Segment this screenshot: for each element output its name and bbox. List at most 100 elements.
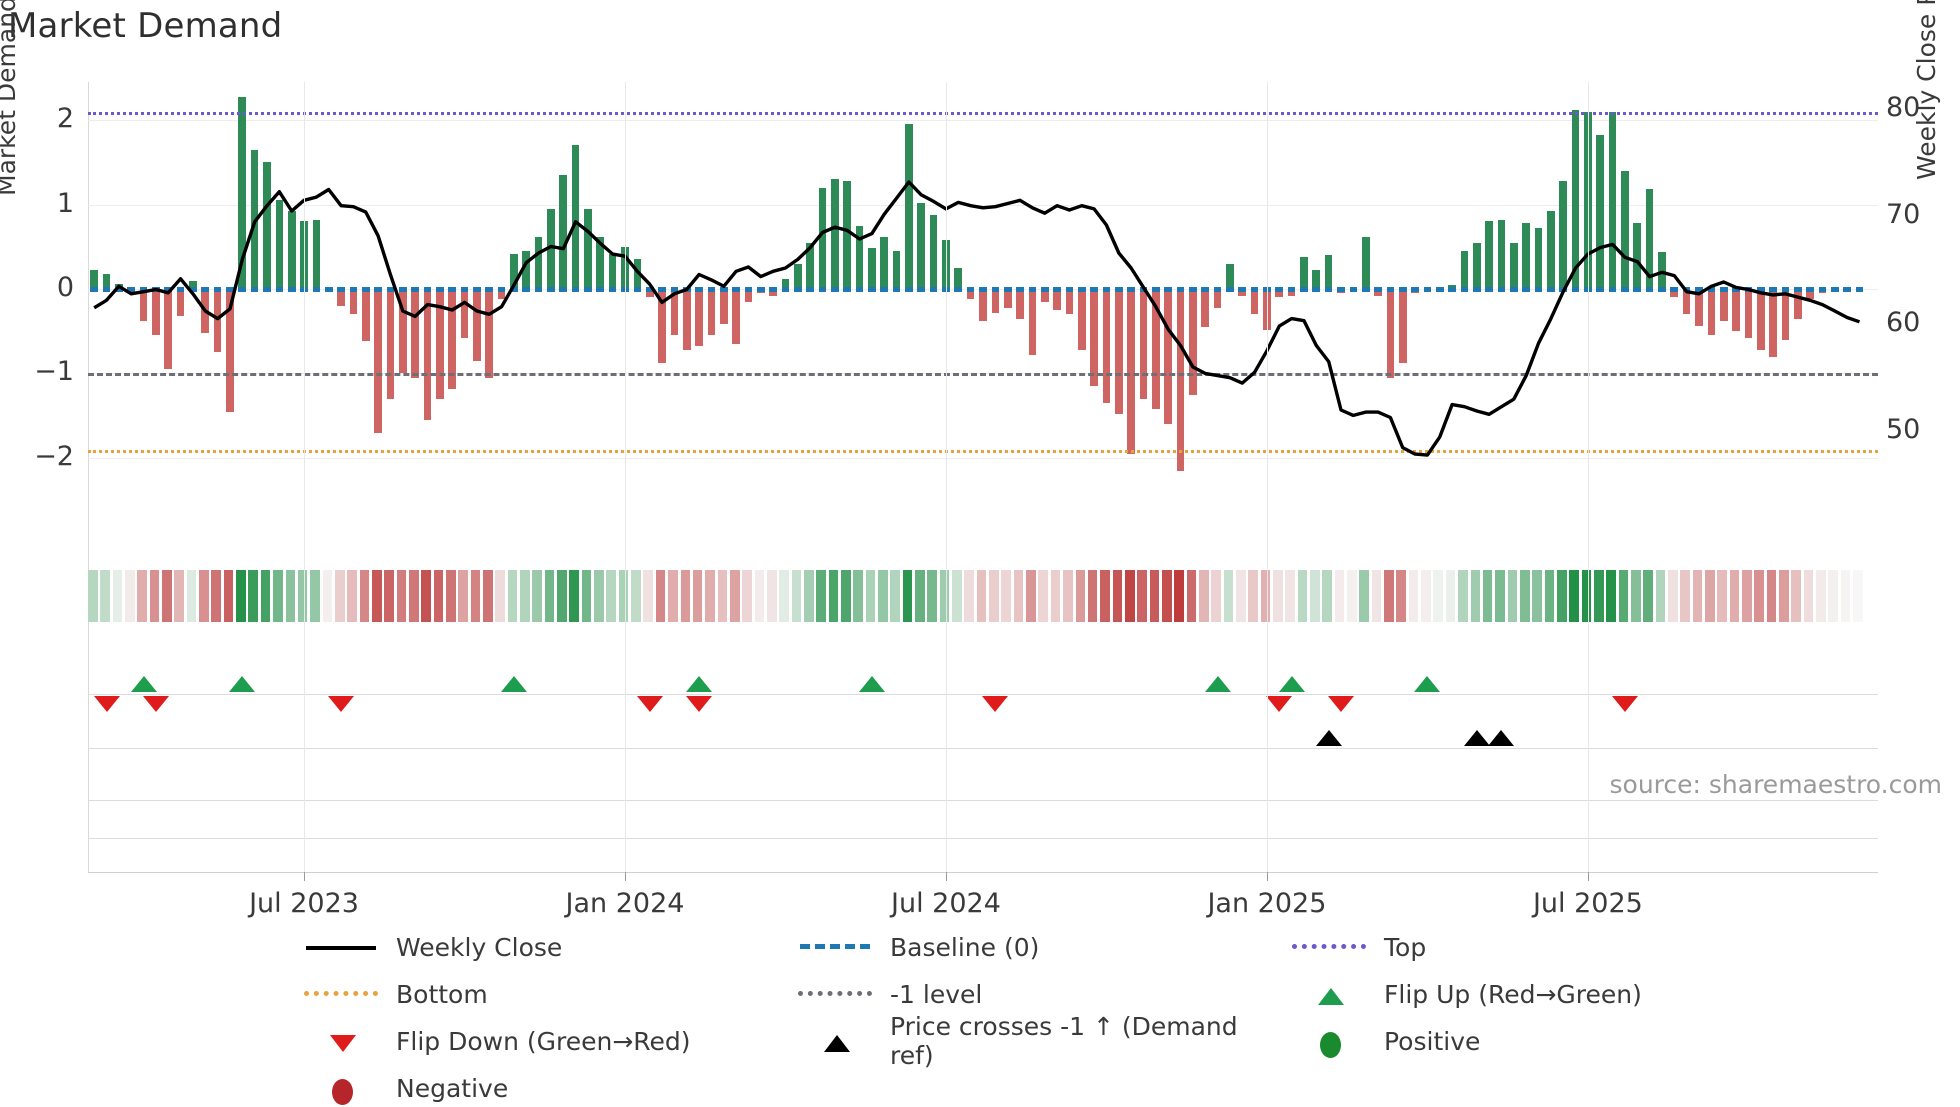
heatmap-cell: [1273, 570, 1283, 622]
triangle-up-icon: [824, 1035, 850, 1052]
price-cross-marker: [1463, 730, 1490, 746]
baseline-segment: [1213, 287, 1222, 292]
demand-bar: [1398, 289, 1407, 364]
demand-bar: [1213, 289, 1222, 308]
heatmap-cell: [1371, 570, 1382, 622]
legend-item[interactable]: Baseline (0): [794, 928, 1264, 966]
heatmap-cell: [125, 570, 135, 622]
heatmap-cell: [865, 570, 876, 622]
heatmap-cell: [260, 570, 271, 622]
demand-bar: [942, 239, 950, 289]
demand-bar: [608, 253, 617, 289]
demand-bar: [1571, 109, 1580, 289]
y-axis-left-tick: −2: [34, 440, 74, 472]
demand-bar: [386, 289, 395, 399]
demand-bar: [1596, 135, 1605, 289]
baseline-segment: [1596, 287, 1605, 292]
baseline-segment: [1411, 287, 1419, 292]
baseline-segment: [818, 287, 827, 292]
legend-item[interactable]: Positive: [1288, 1022, 1758, 1060]
demand-bar: [621, 246, 629, 289]
demand-bar: [571, 145, 580, 289]
legend-item[interactable]: Bottom: [300, 975, 770, 1013]
demand-bar: [1152, 289, 1160, 409]
baseline-segment: [892, 287, 901, 292]
demand-bar: [1756, 289, 1765, 350]
demand-bar: [1386, 289, 1395, 378]
baseline-segment: [1028, 287, 1037, 292]
legend-item[interactable]: Price crosses -1 ↑ (Demand ref): [794, 1012, 1264, 1070]
baseline-segment: [571, 287, 580, 292]
demand-bar: [522, 250, 531, 289]
baseline-segment: [1769, 287, 1777, 292]
baseline-segment: [1584, 287, 1592, 292]
heatmap-cell: [1532, 570, 1542, 622]
baseline-segment: [337, 287, 345, 292]
x-gridline: [1587, 82, 1589, 872]
heatmap-cell: [1149, 570, 1160, 622]
baseline-segment: [1152, 287, 1160, 292]
baseline-segment: [374, 287, 382, 292]
heatmap-cell: [557, 570, 567, 622]
y-axis-left-tick: 2: [56, 103, 74, 135]
legend-item[interactable]: Flip Down (Green→Red): [300, 1022, 770, 1060]
demand-bar: [732, 289, 740, 344]
baseline-segment: [1102, 287, 1111, 292]
baseline-segment: [1460, 287, 1469, 292]
legend-item[interactable]: Weekly Close: [300, 928, 770, 966]
legend-circle-swatch: [300, 1076, 382, 1105]
baseline-segment: [744, 287, 753, 292]
baseline-segment: [781, 287, 790, 292]
baseline-segment: [769, 287, 777, 292]
demand-bar: [1003, 289, 1012, 308]
baseline-segment: [1361, 287, 1370, 292]
baseline-segment: [1287, 287, 1296, 292]
baseline-segment: [954, 287, 963, 292]
baseline-segment: [1386, 287, 1395, 292]
legend-circle-swatch: [1288, 1029, 1370, 1058]
demand-bar: [1361, 236, 1370, 289]
baseline-segment: [1645, 287, 1654, 292]
heatmap-cell: [964, 570, 975, 622]
flip-up-marker: [1414, 676, 1441, 692]
baseline-segment: [448, 287, 456, 292]
baseline-segment: [1485, 287, 1493, 292]
legend-item[interactable]: Negative: [300, 1069, 770, 1107]
y-axis-left-label: Market Demand: [0, 0, 21, 196]
heatmap-cell: [1593, 570, 1604, 622]
heatmap-cell: [1569, 570, 1579, 622]
heatmap-cell: [1495, 570, 1505, 622]
demand-bar: [905, 124, 913, 289]
baseline-segment: [436, 287, 444, 292]
x-gridline: [625, 82, 626, 872]
legend-item[interactable]: Flip Up (Red→Green): [1288, 975, 1758, 1013]
legend-item-label: Weekly Close: [396, 932, 563, 962]
demand-bar: [880, 236, 889, 289]
baseline-segment: [1337, 287, 1345, 292]
baseline-segment: [1398, 287, 1407, 292]
minus-one-reference-line: [88, 373, 1878, 377]
legend-item[interactable]: -1 level: [794, 975, 1264, 1013]
price-cross-marker: [1488, 730, 1515, 746]
demand-bar: [361, 289, 370, 342]
baseline-segment: [608, 287, 617, 292]
heatmap-cell: [384, 570, 394, 622]
heatmap-cell: [1063, 570, 1073, 622]
legend-item[interactable]: Top: [1288, 928, 1758, 966]
baseline-segment: [275, 287, 284, 292]
x-axis-tick-label: Jan 2025: [1207, 888, 1327, 919]
demand-bar: [534, 236, 543, 289]
demand-bar: [497, 289, 506, 300]
heatmap-cell: [520, 570, 530, 622]
demand-bar: [806, 242, 814, 289]
x-axis-tick-label: Jan 2024: [565, 888, 685, 919]
flip-down-marker: [982, 696, 1009, 712]
heatmap-cell: [1816, 570, 1826, 622]
demand-bar: [991, 289, 1000, 313]
heatmap-cell: [1630, 570, 1641, 622]
top-reference-line: [88, 111, 1878, 115]
heatmap-cell: [248, 570, 259, 622]
heatmap-cell: [112, 570, 123, 622]
heatmap-cell: [1334, 570, 1345, 622]
baseline-segment: [312, 287, 321, 292]
